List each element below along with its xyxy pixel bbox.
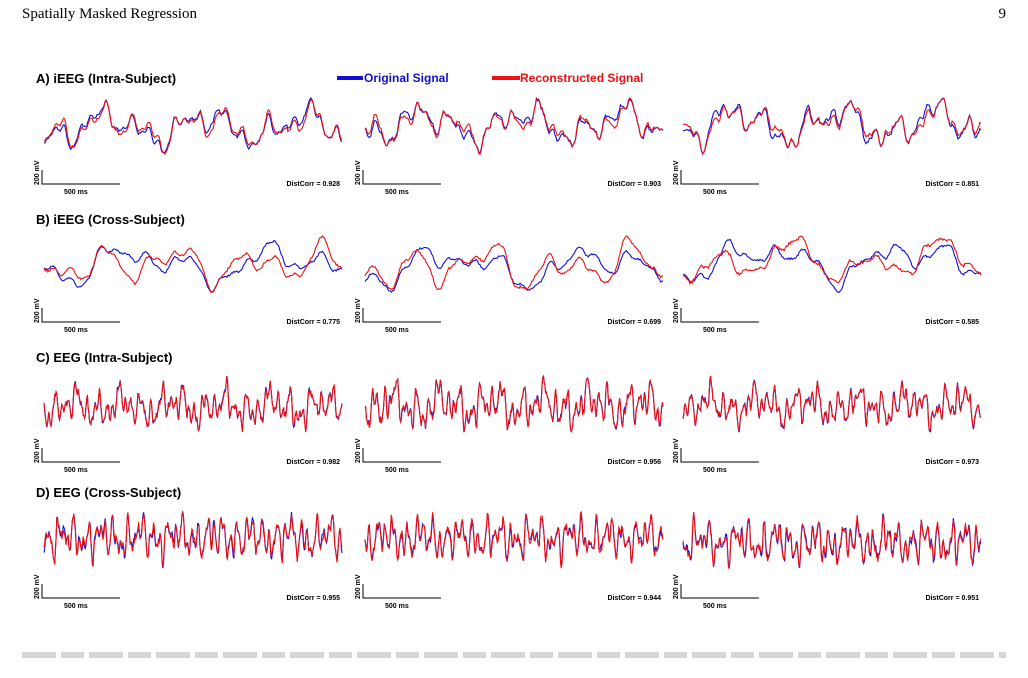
reconstructed-signal-trace — [682, 235, 982, 286]
dist-corr-label: DistCorr = 0.955 — [287, 595, 341, 602]
dist-corr-label: DistCorr = 0.903 — [608, 181, 662, 188]
voltage-scale-label: 200 mV — [34, 574, 41, 599]
trace-plot: 200 mV 500 ms DistCorr = 0.951 — [673, 511, 982, 610]
dist-corr-label: DistCorr = 0.956 — [608, 459, 662, 466]
scale-bar — [362, 448, 441, 463]
dist-corr-label: DistCorr = 0.982 — [287, 459, 341, 466]
panel-a: A) iEEG (Intra-Subject) 200 mV 500 ms Dist… — [34, 71, 982, 196]
panel-b: B) iEEG (Cross-Subject) 200 mV 500 ms Dist… — [34, 212, 982, 334]
voltage-scale-label: 200 mV — [673, 160, 680, 185]
reconstructed-signal-trace — [43, 375, 343, 433]
time-scale-label: 500 ms — [703, 327, 727, 334]
dist-corr-label: DistCorr = 0.851 — [926, 181, 980, 188]
time-scale-label: 500 ms — [64, 189, 88, 196]
time-scale-label: 500 ms — [385, 327, 409, 334]
scale-bar — [41, 170, 120, 185]
trace-plot: 200 mV 500 ms DistCorr = 0.775 — [34, 235, 343, 334]
trace-plot: 200 mV 500 ms DistCorr = 0.699 — [355, 235, 664, 334]
scale-bar — [680, 308, 759, 323]
scale-bar — [41, 584, 120, 599]
time-scale-label: 500 ms — [385, 467, 409, 474]
trace-plot: 200 mV 500 ms DistCorr = 0.956 — [355, 374, 664, 474]
voltage-scale-label: 200 mV — [673, 574, 680, 599]
panel-title: C) EEG (Intra-Subject) — [36, 350, 173, 365]
dist-corr-label: DistCorr = 0.944 — [608, 595, 662, 602]
original-signal-trace — [682, 238, 982, 293]
trace-plot: 200 mV 500 ms DistCorr = 0.585 — [673, 235, 982, 334]
time-scale-label: 500 ms — [64, 603, 88, 610]
dist-corr-label: DistCorr = 0.951 — [926, 595, 980, 602]
voltage-scale-label: 200 mV — [355, 160, 362, 185]
trace-plot: 200 mV 500 ms DistCorr = 0.955 — [34, 510, 343, 610]
scale-bar — [362, 308, 441, 323]
original-signal-trace — [682, 97, 982, 156]
reconstructed-signal-trace — [682, 375, 982, 431]
trace-plot: 200 mV 500 ms DistCorr = 0.851 — [673, 97, 982, 196]
scale-bar — [362, 170, 441, 185]
legend-reconstructed-label: Reconstructed Signal — [520, 71, 643, 85]
original-signal-trace — [364, 246, 664, 294]
dist-corr-label: DistCorr = 0.585 — [926, 319, 980, 326]
reconstructed-signal-trace — [364, 510, 664, 569]
voltage-scale-label: 200 mV — [355, 298, 362, 323]
panel-c: C) EEG (Intra-Subject) 200 mV 500 ms DistC… — [34, 350, 982, 474]
reconstructed-signal-trace — [43, 235, 343, 293]
original-signal-trace — [43, 376, 343, 432]
scale-bar — [362, 584, 441, 599]
panel-d: D) EEG (Cross-Subject) 200 mV 500 ms DistC… — [34, 485, 982, 610]
scale-bar — [680, 448, 759, 463]
time-scale-label: 500 ms — [703, 189, 727, 196]
scale-bar — [680, 584, 759, 599]
voltage-scale-label: 200 mV — [34, 438, 41, 463]
reconstructed-signal-trace — [364, 96, 664, 155]
page-number: 9 — [998, 6, 1007, 22]
reconstructed-signal-trace — [43, 511, 343, 568]
scale-bar — [41, 448, 120, 463]
voltage-scale-label: 200 mV — [34, 298, 41, 323]
reconstructed-signal-trace — [43, 99, 343, 156]
panel-title: B) iEEG (Cross-Subject) — [36, 212, 185, 227]
voltage-scale-label: 200 mV — [673, 298, 680, 323]
dist-corr-label: DistCorr = 0.699 — [608, 319, 662, 326]
time-scale-label: 500 ms — [64, 327, 88, 334]
dist-corr-label: DistCorr = 0.928 — [287, 181, 341, 188]
legend: Original Signal Reconstructed Signal — [337, 71, 643, 85]
time-scale-label: 500 ms — [385, 603, 409, 610]
panel-title: A) iEEG (Intra-Subject) — [36, 71, 176, 86]
running-head: Spatially Masked Regression — [22, 6, 197, 22]
voltage-scale-label: 200 mV — [34, 160, 41, 185]
trace-plot: 200 mV 500 ms DistCorr = 0.903 — [355, 96, 664, 196]
trace-plot: 200 mV 500 ms DistCorr = 0.944 — [355, 510, 664, 610]
figure-caption-fragment — [22, 650, 1006, 658]
voltage-scale-label: 200 mV — [673, 438, 680, 463]
reconstructed-signal-trace — [364, 235, 663, 291]
trace-plot: 200 mV 500 ms DistCorr = 0.928 — [34, 97, 343, 196]
time-scale-label: 500 ms — [64, 467, 88, 474]
panel-title: D) EEG (Cross-Subject) — [36, 485, 181, 500]
time-scale-label: 500 ms — [703, 467, 727, 474]
legend-original-label: Original Signal — [364, 71, 449, 85]
voltage-scale-label: 200 mV — [355, 574, 362, 599]
scale-bar — [680, 170, 759, 185]
trace-plot: 200 mV 500 ms DistCorr = 0.973 — [673, 375, 982, 474]
dist-corr-label: DistCorr = 0.775 — [287, 319, 341, 326]
original-signal-trace — [682, 375, 982, 433]
scale-bar — [41, 308, 120, 323]
voltage-scale-label: 200 mV — [355, 438, 362, 463]
original-signal-trace — [43, 97, 343, 154]
reconstructed-signal-trace — [682, 511, 982, 570]
trace-plot: 200 mV 500 ms DistCorr = 0.982 — [34, 375, 343, 474]
reconstructed-signal-trace — [364, 375, 664, 433]
dist-corr-label: DistCorr = 0.973 — [926, 459, 980, 466]
time-scale-label: 500 ms — [385, 189, 409, 196]
original-signal-trace — [364, 97, 664, 154]
reconstructed-signal-trace — [682, 98, 982, 155]
original-signal-trace — [43, 239, 343, 293]
time-scale-label: 500 ms — [703, 603, 727, 610]
